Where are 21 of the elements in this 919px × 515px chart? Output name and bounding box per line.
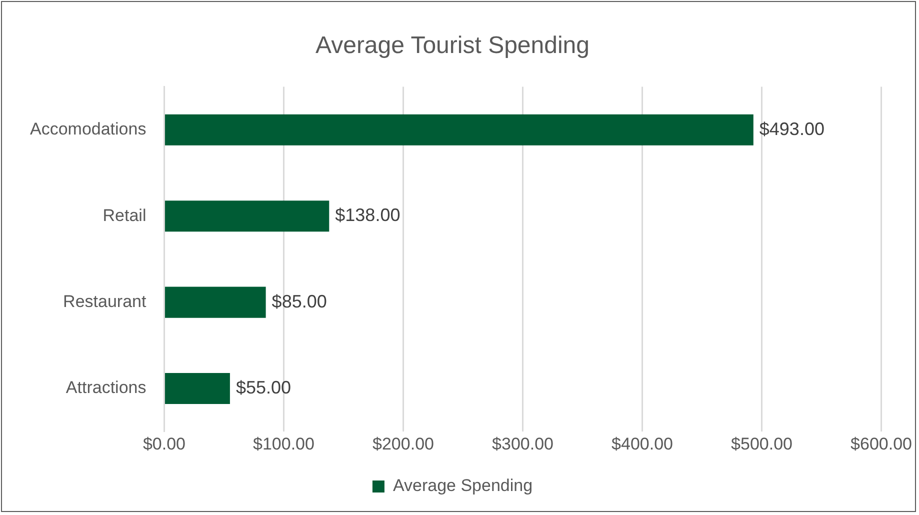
x-tick-label: $400.00 — [612, 434, 673, 454]
data-label: $55.00 — [236, 377, 292, 398]
bar — [164, 114, 754, 146]
bar — [164, 372, 230, 404]
y-tick-label: Retail — [102, 206, 146, 225]
x-tick-label: $600.00 — [850, 434, 912, 454]
x-tick-label: $300.00 — [492, 434, 554, 454]
y-tick-label: Accomodations — [30, 120, 146, 139]
y-tick-label: Attractions — [66, 378, 146, 398]
x-tick-label: $100.00 — [253, 434, 314, 454]
bar — [164, 200, 330, 232]
legend-label: Average Spending — [392, 476, 533, 496]
x-tick-label: $500.00 — [731, 434, 792, 454]
data-label: $138.00 — [335, 205, 400, 226]
bar — [164, 286, 266, 318]
data-label: $85.00 — [272, 291, 327, 312]
y-tick-label: Restaurant — [63, 292, 146, 311]
x-tick-label: $0.00 — [142, 434, 186, 454]
chart-title: Average Tourist Spending — [316, 32, 590, 60]
x-tick-label: $200.00 — [372, 434, 434, 454]
data-label: $493.00 — [759, 118, 824, 139]
